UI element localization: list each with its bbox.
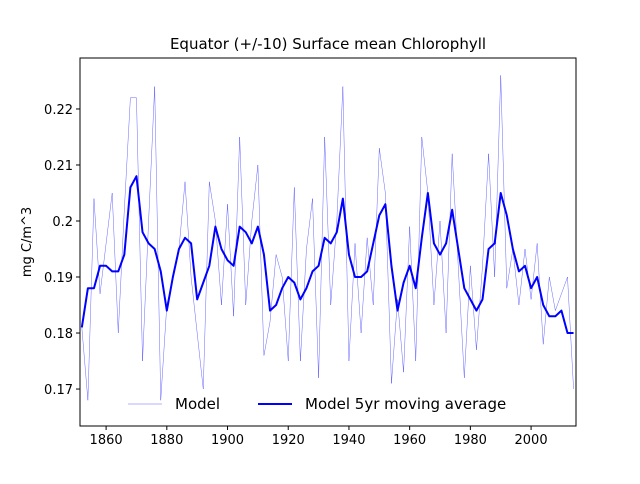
legend-label: Model — [175, 395, 220, 413]
chart-title: Equator (+/-10) Surface mean Chlorophyll — [170, 35, 486, 53]
y-tick-label: 0.19 — [44, 271, 73, 286]
x-tick-label: 1920 — [272, 433, 305, 448]
series-line — [80, 175, 574, 335]
y-tick-label: 0.18 — [44, 327, 73, 342]
x-tick-label: 1980 — [454, 433, 487, 448]
x-tick-label: 1900 — [211, 433, 244, 448]
x-tick-label: 1940 — [332, 433, 365, 448]
legend-label: Model 5yr moving average — [305, 395, 506, 413]
x-tick-label: 1860 — [90, 433, 123, 448]
y-axis-label: mg C/m^3 — [20, 207, 35, 277]
x-tick-label: 1960 — [393, 433, 426, 448]
y-tick-label: 0.21 — [44, 159, 73, 174]
plot-frame — [79, 57, 577, 427]
y-tick-label: 0.17 — [44, 383, 73, 398]
y-tick-label: 0.2 — [52, 215, 73, 230]
y-tick-label: 0.22 — [44, 103, 73, 118]
series-line — [81, 75, 574, 401]
x-tick-label: 1880 — [150, 433, 183, 448]
x-tick-label: 2000 — [515, 433, 548, 448]
